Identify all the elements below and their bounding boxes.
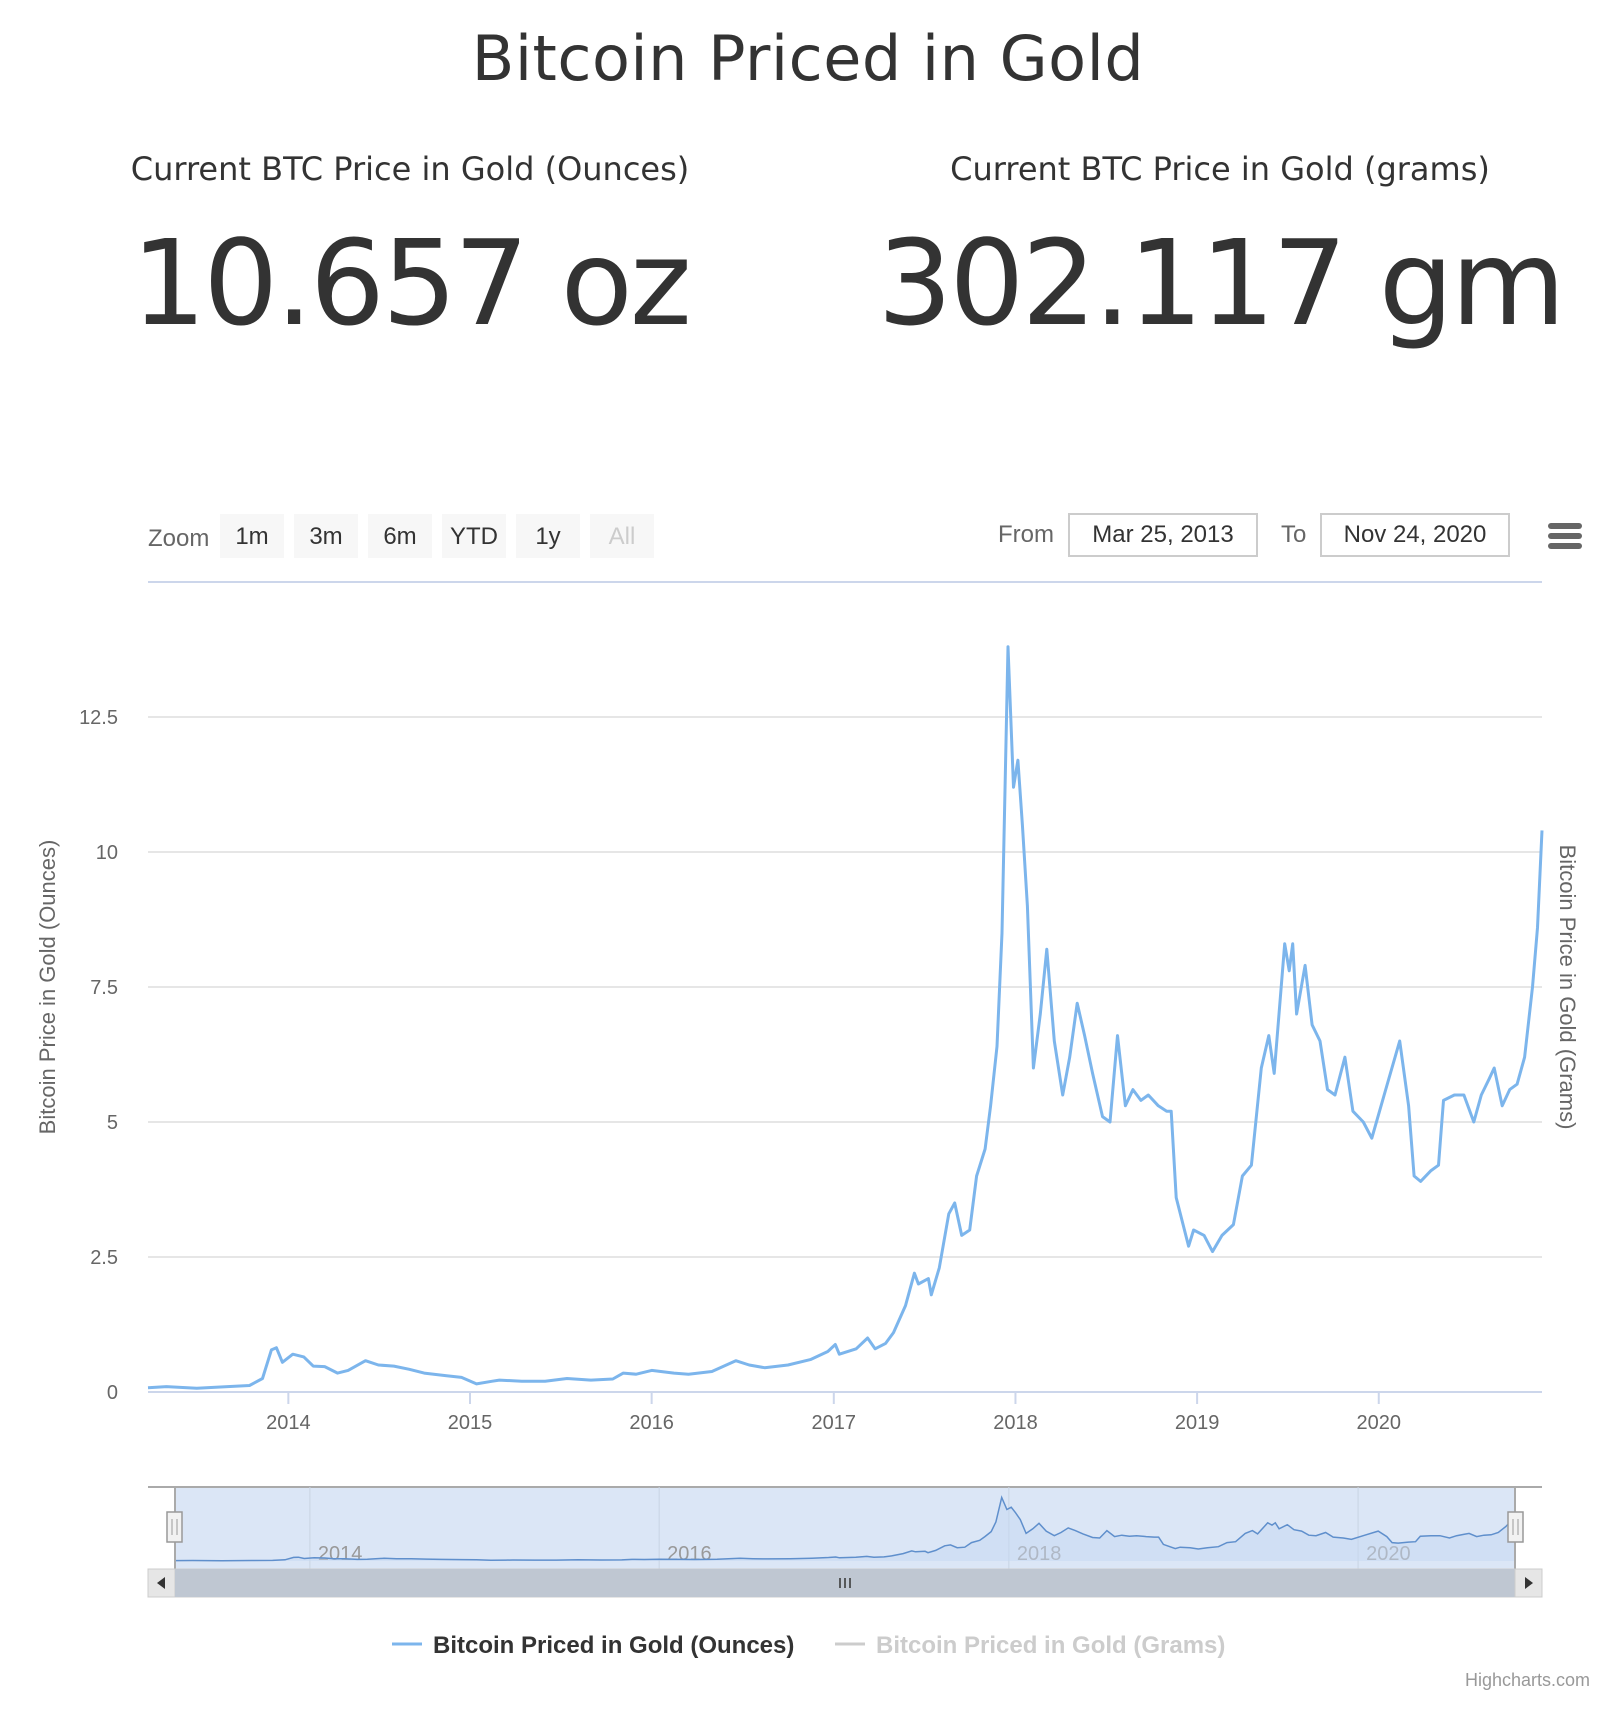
navigator-tick-label: 2016 bbox=[667, 1543, 712, 1565]
zoom-button-6m-bg bbox=[368, 514, 432, 558]
hamburger-menu-icon[interactable] bbox=[1548, 523, 1582, 549]
y-axis-ticks: 0 2.5 5 7.5 10 12.5 bbox=[79, 707, 118, 1404]
zoom-button-all[interactable]: All bbox=[590, 514, 654, 558]
legend-label-ounces: Bitcoin Priced in Gold (Ounces) bbox=[433, 1632, 794, 1659]
grams-stat-value: 302.117 gm bbox=[877, 214, 1565, 352]
zoom-button-3m-label: 3m bbox=[309, 523, 342, 550]
legend-item-ounces[interactable]: Bitcoin Priced in Gold (Ounces) bbox=[392, 1632, 794, 1659]
y-axis-title: Bitcoin Price in Gold (Ounces) bbox=[35, 840, 60, 1135]
y-axis-title-right: Bitcoin Price in Gold (Grams) bbox=[1555, 845, 1580, 1130]
navigator-area bbox=[175, 1497, 1515, 1561]
zoom-button-3m-bg bbox=[294, 514, 358, 558]
zoom-button-all-bg bbox=[590, 514, 654, 558]
ounces-stat-value: 10.657 oz bbox=[131, 214, 692, 352]
x-tick-label: 2020 bbox=[1357, 1412, 1402, 1434]
ounces-stat: Current BTC Price in Gold (Ounces) 10.65… bbox=[30, 150, 790, 352]
zoom-button-1y-bg bbox=[516, 514, 580, 558]
navigator[interactable]: 2014201620182020 bbox=[148, 1486, 1542, 1569]
x-tick-label: 2017 bbox=[812, 1412, 857, 1434]
scrollbar-right-button[interactable] bbox=[1514, 1568, 1543, 1598]
to-date-box bbox=[1320, 513, 1510, 557]
menu-icon-bar-bottom bbox=[1548, 543, 1582, 549]
grams-stat: Current BTC Price in Gold (grams) 302.11… bbox=[840, 150, 1600, 352]
credits-link[interactable]: Highcharts.com bbox=[1465, 1670, 1590, 1690]
from-date-box bbox=[1068, 513, 1258, 557]
zoom-button-ytd-bg bbox=[442, 514, 506, 558]
arrow-right-icon bbox=[1525, 1577, 1533, 1589]
grams-stat-label: Current BTC Price in Gold (grams) bbox=[950, 150, 1490, 188]
zoom-button-all-label: All bbox=[609, 523, 636, 550]
zoom-button-3m[interactable]: 3m bbox=[294, 514, 358, 558]
zoom-button-1y-label: 1y bbox=[535, 523, 560, 550]
navigator-left-handle[interactable] bbox=[166, 1511, 183, 1543]
y-tick-label: 10 bbox=[96, 842, 118, 864]
series-ounces-line[interactable] bbox=[147, 645, 1544, 1390]
to-label: To bbox=[1281, 521, 1306, 548]
x-tick-label: 2014 bbox=[266, 1412, 311, 1434]
from-date-value: Mar 25, 2013 bbox=[1092, 521, 1233, 548]
y-tick-label: 5 bbox=[107, 1112, 118, 1134]
range-selector: Zoom 1m 3m 6m YTD 1y All From Mar 25, 2 bbox=[148, 513, 1582, 558]
zoom-button-1m-bg bbox=[220, 514, 284, 558]
zoom-label: Zoom bbox=[148, 525, 209, 552]
zoom-button-1y[interactable]: 1y bbox=[516, 514, 580, 558]
scrollbar-left-button[interactable] bbox=[147, 1568, 176, 1598]
arrow-left-icon bbox=[157, 1577, 165, 1589]
zoom-button-1m-label: 1m bbox=[235, 523, 268, 550]
to-date-value: Nov 24, 2020 bbox=[1344, 521, 1487, 548]
zoom-button-ytd-label: YTD bbox=[450, 523, 498, 550]
y-tick-label: 12.5 bbox=[79, 707, 118, 729]
menu-icon-bar-middle bbox=[1548, 533, 1582, 539]
zoom-button-6m-label: 6m bbox=[383, 523, 416, 550]
y-tick-label: 2.5 bbox=[90, 1247, 118, 1269]
legend-item-grams[interactable]: Bitcoin Priced in Gold (Grams) bbox=[835, 1632, 1225, 1659]
navigator-left-handle-box bbox=[166, 1511, 183, 1543]
zoom-button-1m[interactable]: 1m bbox=[220, 514, 284, 558]
from-label: From bbox=[998, 521, 1054, 548]
ounces-stat-label: Current BTC Price in Gold (Ounces) bbox=[130, 150, 690, 188]
y-tick-label: 0 bbox=[107, 1382, 118, 1404]
legend: Bitcoin Priced in Gold (Ounces) Bitcoin … bbox=[392, 1632, 1225, 1659]
from-date-input[interactable]: Mar 25, 2013 bbox=[1068, 513, 1258, 557]
legend-label-grams: Bitcoin Priced in Gold (Grams) bbox=[876, 1632, 1225, 1659]
x-axis-ticks: 2014 2015 2016 2017 2018 2019 2020 bbox=[266, 1392, 1401, 1434]
grid-lines bbox=[148, 716, 1542, 1258]
x-tick-label: 2015 bbox=[448, 1412, 493, 1434]
zoom-button-6m[interactable]: 6m bbox=[368, 514, 432, 558]
navigator-line bbox=[174, 1495, 1516, 1562]
y-tick-label: 7.5 bbox=[90, 977, 118, 999]
x-tick-label: 2016 bbox=[629, 1412, 674, 1434]
x-tick-label: 2018 bbox=[993, 1412, 1038, 1434]
navigator-right-handle-box bbox=[1507, 1511, 1524, 1543]
grip-icon bbox=[839, 1578, 851, 1588]
page-title: Bitcoin Priced in Gold bbox=[471, 22, 1145, 95]
x-tick-label: 2019 bbox=[1175, 1412, 1220, 1434]
menu-icon-bar-top bbox=[1548, 523, 1582, 529]
to-date-input[interactable]: Nov 24, 2020 bbox=[1320, 513, 1510, 557]
scrollbar[interactable] bbox=[147, 1568, 1543, 1598]
navigator-tick-label: 2014 bbox=[318, 1543, 363, 1565]
navigator-right-handle[interactable] bbox=[1507, 1511, 1524, 1543]
zoom-button-ytd[interactable]: YTD bbox=[442, 514, 506, 558]
